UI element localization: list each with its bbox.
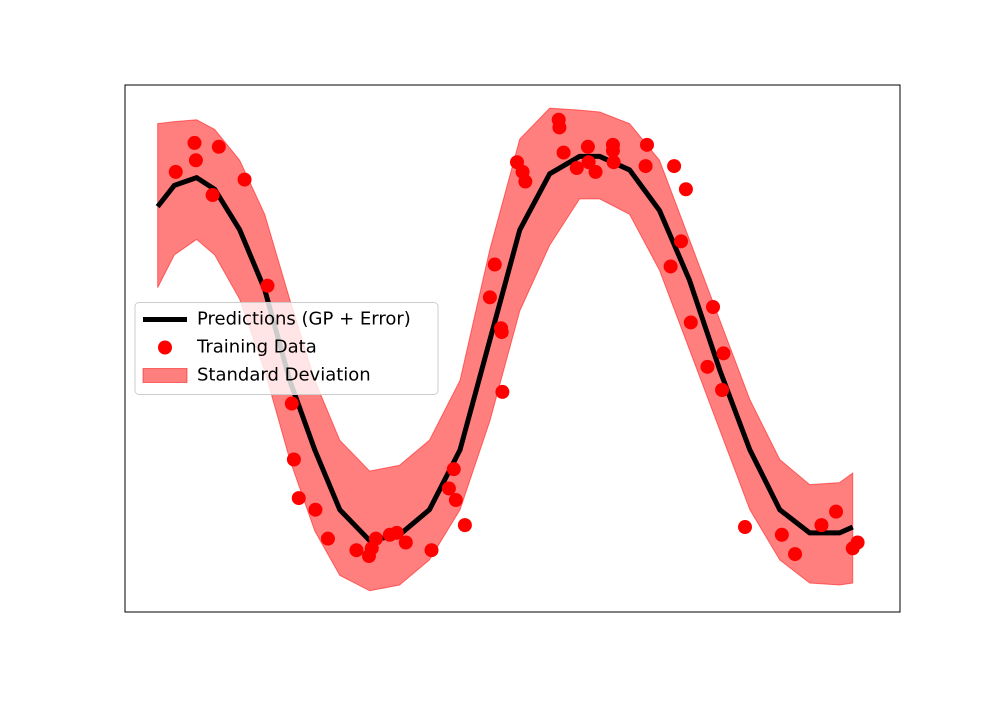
legend-label: Predictions (GP + Error) (197, 309, 411, 330)
training-point (284, 396, 299, 411)
training-point (605, 143, 620, 158)
training-point (663, 259, 678, 274)
training-point (788, 547, 803, 562)
training-point (774, 527, 789, 542)
training-point (494, 325, 509, 340)
training-point (850, 535, 865, 550)
training-point (487, 257, 502, 272)
training-point (581, 155, 596, 170)
training-point (700, 359, 715, 374)
training-point (368, 531, 383, 546)
training-point (588, 164, 603, 179)
training-point (446, 462, 461, 477)
legend-box (134, 302, 439, 395)
training-point (580, 139, 595, 154)
training-point (286, 452, 301, 467)
training-point (738, 520, 752, 535)
training-point (667, 159, 682, 174)
training-point (457, 518, 472, 533)
plot-frame (124, 84, 901, 613)
training-point (674, 234, 689, 249)
training-point (556, 145, 571, 160)
training-point (260, 278, 275, 293)
training-point (638, 159, 653, 174)
training-point (308, 502, 323, 517)
training-point (320, 531, 335, 546)
training-point (441, 481, 456, 496)
training-point (349, 543, 364, 558)
training-point (552, 120, 567, 135)
legend-marker (158, 340, 172, 355)
training-point (678, 182, 693, 197)
prediction-line (155, 153, 854, 544)
training-point (389, 525, 404, 540)
training-point (495, 384, 510, 399)
training-point (448, 493, 463, 508)
training-point (237, 172, 252, 187)
legend-patch (142, 368, 188, 383)
training-point (205, 188, 220, 203)
training-point (291, 491, 306, 506)
training-point (398, 535, 413, 550)
training-point (639, 137, 654, 152)
training-point (706, 299, 721, 314)
training-point (716, 346, 731, 361)
training-point (814, 518, 829, 533)
training-point (606, 155, 621, 170)
std-band (157, 107, 854, 592)
training-point (715, 383, 730, 398)
legend-label: Training Data (196, 337, 317, 358)
training-point (518, 174, 533, 189)
training-point (188, 153, 203, 168)
training-point (482, 290, 497, 305)
training-point (168, 164, 183, 179)
training-point (829, 504, 844, 519)
training-point (569, 161, 584, 176)
training-point (683, 315, 698, 330)
training-point (424, 543, 439, 558)
legend-label: Standard Deviation (197, 365, 371, 386)
training-point (187, 135, 202, 150)
training-point (211, 139, 226, 154)
